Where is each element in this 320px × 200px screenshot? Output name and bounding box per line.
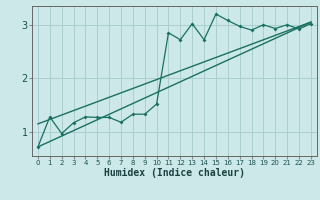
X-axis label: Humidex (Indice chaleur): Humidex (Indice chaleur): [104, 168, 245, 178]
